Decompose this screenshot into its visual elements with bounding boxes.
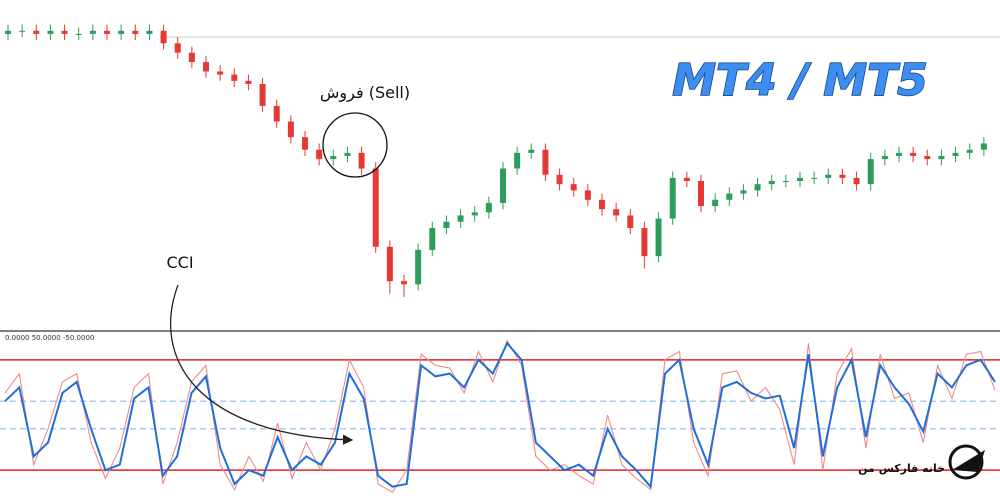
candle-body — [146, 30, 153, 34]
candle-body — [966, 149, 973, 153]
candle-body — [174, 43, 181, 53]
candle-body — [584, 190, 591, 200]
candle-body — [132, 30, 139, 34]
logo-text: خانه فارکس من — [858, 462, 945, 475]
candle-body — [188, 52, 195, 63]
candle-body — [217, 71, 224, 75]
price-panel — [5, 24, 987, 297]
candle-body — [344, 152, 351, 156]
candle-body — [75, 33, 82, 35]
candle-body — [231, 74, 238, 81]
candle-body — [386, 246, 393, 282]
candle-body — [19, 30, 26, 32]
logo-mark — [952, 450, 985, 472]
candle-body — [118, 30, 125, 34]
candle-body — [429, 227, 436, 250]
candle-body — [160, 30, 167, 44]
candle-body — [910, 152, 917, 156]
levels-label: 0.0000 50.0000 -50.0000 — [5, 334, 94, 342]
candle-body — [330, 155, 337, 160]
candle-body — [839, 174, 846, 178]
candle-body — [867, 159, 874, 185]
candle-body — [5, 30, 11, 34]
candle-body — [740, 190, 747, 194]
cci-line — [4, 341, 996, 490]
candle-body — [514, 152, 521, 169]
candle-body — [853, 177, 860, 185]
candle-body — [457, 215, 464, 222]
candle-body — [302, 137, 308, 150]
candle-body — [896, 152, 902, 156]
candle-body — [726, 193, 733, 200]
candle-body — [443, 221, 450, 228]
candle-body — [61, 30, 68, 34]
candle-body — [415, 249, 422, 285]
candle-body — [683, 177, 690, 182]
candle-body — [698, 181, 704, 207]
cci-label: CCI — [166, 253, 193, 272]
candle-body — [613, 209, 620, 216]
candle-body — [669, 177, 676, 219]
candle-body — [952, 152, 959, 156]
candle-body — [47, 30, 54, 34]
candle-body — [485, 202, 492, 213]
candle-body — [401, 281, 407, 285]
candle-body — [358, 152, 365, 169]
candle-body — [528, 149, 535, 153]
candle-body — [570, 184, 577, 191]
candle-body — [372, 168, 379, 247]
candle-body — [89, 30, 96, 34]
candle-body — [542, 149, 549, 175]
sell-circle — [322, 112, 388, 178]
candle-body — [104, 30, 110, 34]
title: MT4 / MT5 — [672, 55, 928, 106]
candle-body — [500, 168, 506, 203]
candle-body — [203, 62, 209, 72]
candle-body — [825, 174, 832, 178]
sell-label: فروش (Sell) — [320, 83, 410, 103]
candle-body — [316, 149, 323, 160]
candle-body — [881, 155, 888, 160]
candle-body — [641, 227, 648, 257]
candle-body — [768, 181, 775, 185]
candle-body — [556, 174, 563, 185]
candle-body — [33, 30, 40, 34]
candle-body — [924, 155, 931, 160]
candle-body — [259, 83, 266, 106]
candle-body — [754, 184, 761, 191]
candle-body — [245, 80, 252, 84]
candle-body — [287, 121, 294, 138]
cci-arrow — [169, 284, 354, 445]
candle-body — [627, 215, 634, 228]
candle-body — [273, 105, 280, 122]
candle-body — [782, 181, 789, 183]
candle-body — [980, 143, 987, 150]
candle-body — [655, 218, 662, 257]
candle-body — [811, 177, 818, 179]
candle-body — [797, 177, 803, 182]
indicator-panel — [0, 339, 1000, 493]
candle-body — [471, 212, 478, 216]
candle-body — [712, 199, 719, 207]
candle-body — [599, 199, 605, 210]
candle-body — [938, 155, 945, 160]
